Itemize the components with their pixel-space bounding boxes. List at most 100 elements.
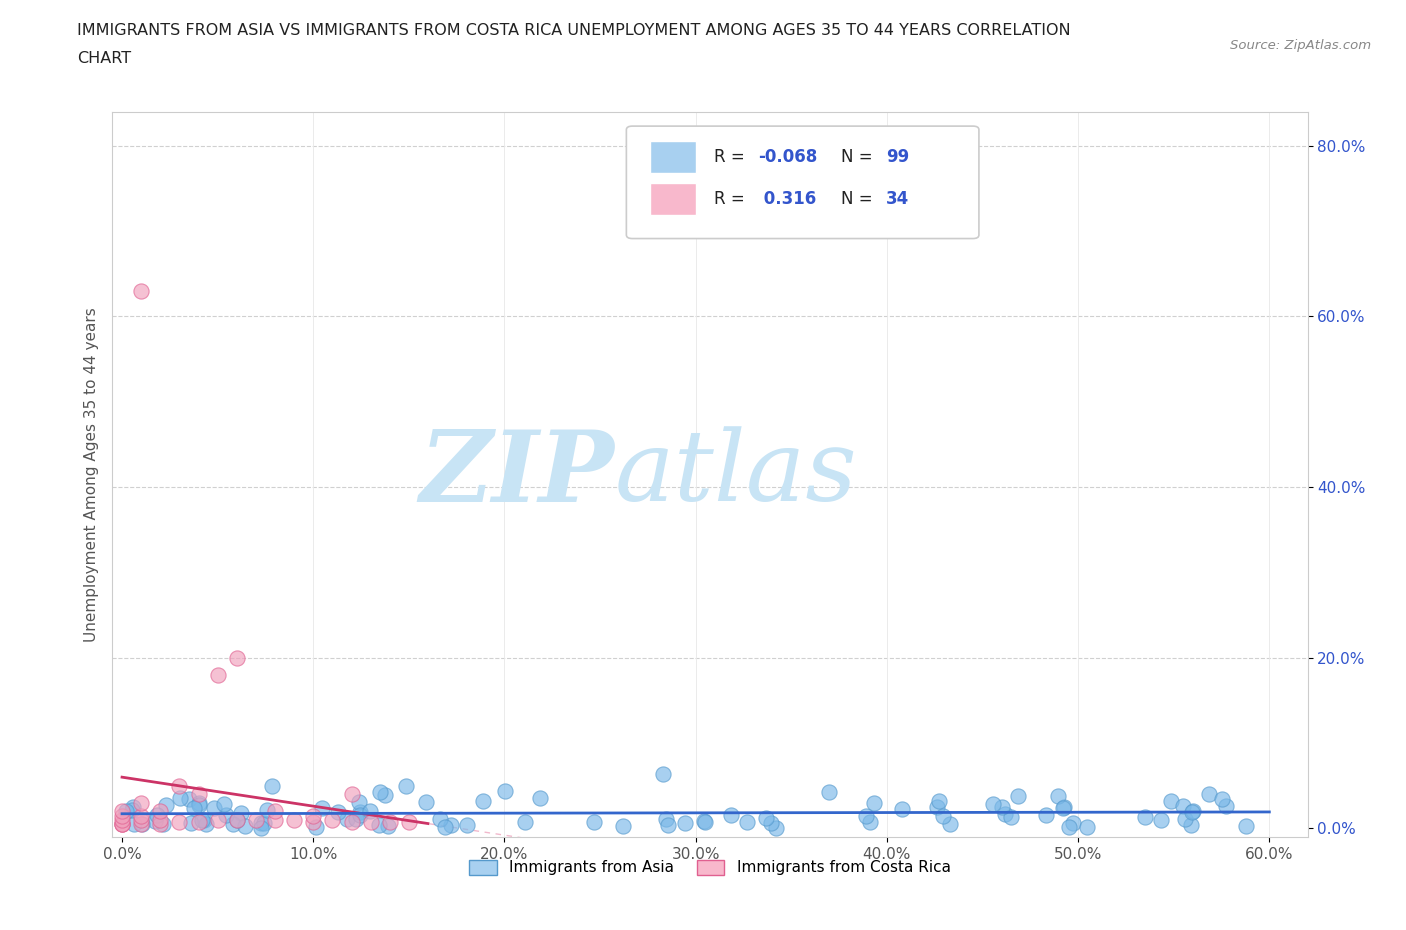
Point — [143, 814, 166, 829]
FancyBboxPatch shape — [627, 126, 979, 239]
Point — [321, 813, 343, 828]
Legend: Immigrants from Asia, Immigrants from Costa Rica: Immigrants from Asia, Immigrants from Co… — [463, 854, 957, 882]
Text: 0.316: 0.316 — [758, 190, 815, 207]
Point — [349, 805, 371, 820]
Point — [177, 791, 200, 806]
Point — [245, 813, 267, 828]
Point — [1181, 804, 1204, 819]
Point — [349, 807, 371, 822]
Point — [374, 788, 396, 803]
Point — [759, 816, 782, 830]
Point — [440, 817, 463, 832]
Point — [891, 802, 914, 817]
Point — [305, 819, 328, 834]
Point — [994, 806, 1017, 821]
Point — [202, 801, 225, 816]
Point — [256, 803, 278, 817]
Point — [1180, 817, 1202, 832]
Point — [129, 813, 152, 828]
Point — [652, 766, 675, 781]
Point — [859, 815, 882, 830]
Point — [456, 817, 478, 832]
Point — [657, 817, 679, 832]
Point — [111, 817, 134, 831]
Point — [222, 817, 245, 831]
Point — [360, 814, 382, 829]
Point — [340, 814, 363, 829]
Text: CHART: CHART — [77, 51, 131, 66]
Point — [187, 787, 209, 802]
Point — [398, 814, 420, 829]
Point — [231, 805, 253, 820]
Point — [131, 817, 153, 831]
Point — [169, 814, 191, 829]
Point — [129, 795, 152, 810]
Point — [494, 783, 516, 798]
Point — [152, 817, 174, 831]
Point — [121, 803, 143, 817]
Point — [129, 808, 152, 823]
Point — [1076, 819, 1098, 834]
Point — [1047, 789, 1070, 804]
Point — [111, 808, 134, 823]
Point — [583, 815, 606, 830]
Point — [111, 804, 134, 818]
Point — [693, 815, 716, 830]
Point — [1000, 810, 1022, 825]
Text: -0.068: -0.068 — [758, 148, 817, 166]
Point — [1215, 798, 1237, 813]
Text: N =: N = — [842, 148, 879, 166]
Point — [1198, 786, 1220, 801]
Point — [347, 795, 370, 810]
Point — [122, 800, 145, 815]
Point — [340, 787, 363, 802]
Text: R =: R = — [714, 148, 749, 166]
Point — [155, 798, 177, 813]
Point — [1234, 819, 1257, 834]
Point — [180, 816, 202, 830]
Text: 34: 34 — [886, 190, 908, 207]
Point — [1133, 810, 1156, 825]
Point — [149, 813, 172, 828]
Point — [415, 794, 437, 809]
Point — [193, 813, 215, 828]
Text: IMMIGRANTS FROM ASIA VS IMMIGRANTS FROM COSTA RICA UNEMPLOYMENT AMONG AGES 35 TO: IMMIGRANTS FROM ASIA VS IMMIGRANTS FROM … — [77, 23, 1071, 38]
Point — [368, 817, 391, 832]
Point — [215, 807, 238, 822]
Point — [129, 817, 152, 831]
Point — [1035, 807, 1057, 822]
Point — [302, 814, 325, 829]
Text: atlas: atlas — [614, 427, 858, 522]
Point — [1007, 789, 1029, 804]
Point — [253, 816, 276, 830]
Point — [1173, 798, 1195, 813]
Point — [1150, 813, 1173, 828]
Point — [429, 812, 451, 827]
Point — [1182, 804, 1205, 818]
Y-axis label: Unemployment Among Ages 35 to 44 years: Unemployment Among Ages 35 to 44 years — [83, 307, 98, 642]
Point — [472, 793, 495, 808]
Point — [991, 800, 1014, 815]
Point — [169, 778, 191, 793]
Text: ZIP: ZIP — [419, 426, 614, 523]
Text: R =: R = — [714, 190, 749, 207]
Point — [264, 804, 287, 818]
Point — [673, 816, 696, 830]
Point — [264, 813, 287, 828]
Point — [855, 808, 877, 823]
Bar — [651, 182, 696, 216]
Point — [378, 814, 401, 829]
Point — [720, 807, 742, 822]
Point — [818, 785, 841, 800]
Point — [1211, 791, 1233, 806]
Point — [735, 815, 758, 830]
Point — [122, 817, 145, 831]
Point — [359, 804, 381, 818]
Point — [283, 813, 305, 828]
Point — [194, 817, 217, 831]
Point — [225, 813, 247, 828]
Point — [187, 814, 209, 829]
Point — [187, 796, 209, 811]
Point — [1053, 800, 1076, 815]
Point — [146, 807, 169, 822]
